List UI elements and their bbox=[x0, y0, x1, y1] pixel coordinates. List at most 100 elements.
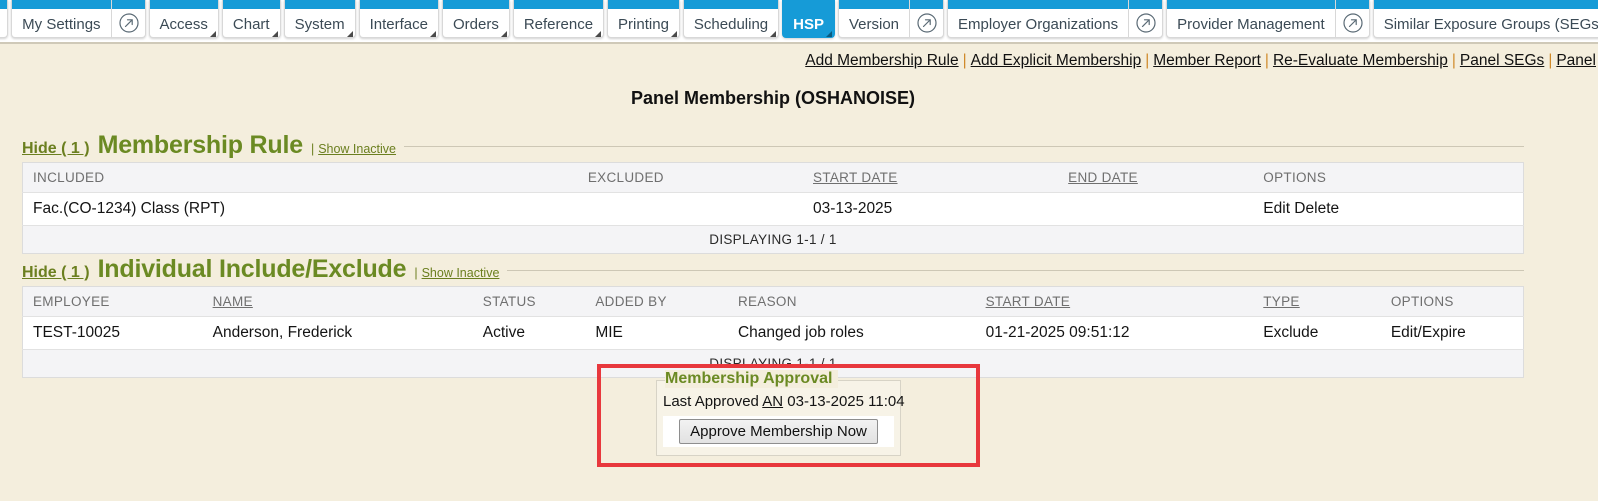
tab-label: Employer Organizations bbox=[958, 16, 1119, 33]
membership-rule-show-inactive-link[interactable]: Show Inactive bbox=[318, 142, 397, 156]
individual-title: Individual Include/Exclude bbox=[97, 255, 407, 283]
last-approved-row: Last Approved AN 03-13-2025 11:04 bbox=[657, 393, 905, 410]
individual-header: Hide ( 1 ) Individual Include/Exclude | S… bbox=[22, 255, 1524, 286]
column-header-start-date[interactable]: START DATE bbox=[975, 286, 1254, 317]
cell-excluded bbox=[577, 192, 804, 226]
membership-rule-title: Membership Rule bbox=[97, 131, 304, 159]
sort-link-start-date[interactable]: START DATE bbox=[813, 170, 898, 185]
sort-link-name[interactable]: NAME bbox=[212, 294, 253, 309]
tab-scheduling[interactable]: Scheduling bbox=[682, 0, 780, 38]
tab-label: Version bbox=[848, 16, 900, 33]
membership-rule-section: Hide ( 1 ) Membership Rule | Show Inactiv… bbox=[22, 131, 1524, 254]
link-separator: | bbox=[1145, 52, 1150, 69]
external-link-icon[interactable] bbox=[909, 0, 943, 38]
column-header-start-date[interactable]: START DATE bbox=[803, 162, 1059, 193]
table-row[interactable]: Fac.(CO-1234) Class (RPT) 03-13-2025 Edi… bbox=[22, 192, 1524, 226]
last-approved-label: Last Approved bbox=[663, 393, 759, 410]
header-rule-line bbox=[507, 270, 1524, 271]
tab-cap bbox=[359, 0, 438, 9]
chevron-down-icon bbox=[209, 31, 216, 37]
column-header-included: INCLUDED bbox=[22, 162, 578, 193]
membership-rule-subactions: | Show Inactive bbox=[311, 142, 396, 156]
sort-link-start-date[interactable]: START DATE bbox=[985, 294, 1071, 309]
tab-similar-exposure-groups-segs[interactable]: Similar Exposure Groups (SEGs) bbox=[1372, 0, 1598, 38]
tab-system[interactable]: System bbox=[283, 0, 356, 38]
tab-label: Scheduling bbox=[684, 0, 778, 38]
link-add-membership-rule[interactable]: Add Membership Rule bbox=[805, 52, 959, 69]
sort-link-type[interactable]: TYPE bbox=[1263, 294, 1300, 309]
cell-status: Active bbox=[472, 316, 586, 350]
cell-start-date: 01-21-2025 09:51:12 bbox=[975, 316, 1254, 350]
tab-version[interactable]: Version bbox=[837, 0, 945, 38]
main-tab-bar: My Settings Access Chart System Interface Ord… bbox=[0, 0, 1598, 44]
tab-access[interactable]: Access bbox=[148, 0, 219, 38]
tab-cap bbox=[0, 0, 8, 9]
tab-cap bbox=[948, 0, 1163, 9]
table-footer-row: DISPLAYING 1-1 / 1 bbox=[22, 349, 1524, 378]
last-approved-timestamp: 03-13-2025 11:04 bbox=[787, 393, 905, 410]
cell-reason: Changed job roles bbox=[727, 316, 976, 350]
tab-chart[interactable]: Chart bbox=[221, 0, 281, 38]
chevron-down-icon bbox=[595, 31, 602, 37]
tab-interface[interactable]: Interface bbox=[358, 0, 439, 38]
tab-cap bbox=[683, 0, 779, 9]
separator: | bbox=[414, 266, 418, 280]
table-header-row: INCLUDED EXCLUDED START DATE END DATE OPTION… bbox=[22, 162, 1524, 193]
membership-rule-table: INCLUDED EXCLUDED START DATE END DATE OPTION… bbox=[22, 162, 1524, 254]
approver-initials-link[interactable]: AN bbox=[762, 393, 784, 410]
membership-rule-hide-toggle[interactable]: Hide ( 1 ) bbox=[22, 140, 90, 157]
displaying-count: DISPLAYING 1-1 / 1 bbox=[22, 349, 1524, 378]
tab-cap bbox=[442, 0, 509, 9]
link-separator: | bbox=[1264, 52, 1269, 69]
tab-printing[interactable]: Printing bbox=[607, 0, 680, 38]
tab-hsp[interactable]: HSP bbox=[782, 0, 835, 38]
membership-rule-header: Hide ( 1 ) Membership Rule | Show Inactiv… bbox=[22, 131, 1524, 162]
individual-hide-toggle[interactable]: Hide ( 1 ) bbox=[22, 264, 90, 281]
tab-reference[interactable]: Reference bbox=[512, 0, 605, 38]
individual-show-inactive-link[interactable]: Show Inactive bbox=[421, 266, 500, 280]
link-re-evaluate-membership[interactable]: Re-Evaluate Membership bbox=[1272, 52, 1448, 69]
external-link-icon[interactable] bbox=[1128, 0, 1162, 38]
tab-overflow-left[interactable] bbox=[0, 0, 9, 38]
membership-approval-highlight: Membership Approval Last Approved AN 03-… bbox=[597, 364, 980, 467]
tab-label: Orders bbox=[443, 0, 509, 38]
approve-button-wrap: Approve Membership Now bbox=[663, 416, 894, 447]
approve-membership-now-button[interactable]: Approve Membership Now bbox=[679, 419, 878, 444]
tab-label bbox=[0, 0, 7, 38]
table-row[interactable]: TEST-10025 Anderson, Frederick Active MIE Ch… bbox=[22, 316, 1524, 350]
cell-type: Exclude bbox=[1253, 316, 1381, 350]
cell-options: Edit/Expire bbox=[1380, 316, 1524, 350]
sort-link-end-date[interactable]: END DATE bbox=[1068, 170, 1138, 185]
column-header-type[interactable]: TYPE bbox=[1253, 286, 1381, 317]
tab-label: System bbox=[285, 0, 355, 38]
tab-cap bbox=[608, 0, 679, 9]
chevron-down-icon bbox=[346, 31, 353, 37]
table-header-row: EMPLOYEE NAME STATUS ADDED BY REASON START DA… bbox=[22, 286, 1524, 317]
link-panel-segs[interactable]: Panel SEGs bbox=[1459, 52, 1545, 69]
column-header-end-date[interactable]: END DATE bbox=[1058, 162, 1254, 193]
link-member-report[interactable]: Member Report bbox=[1153, 52, 1261, 69]
tab-cap bbox=[12, 0, 145, 9]
chevron-down-icon bbox=[429, 31, 436, 37]
chevron-down-icon bbox=[500, 31, 507, 37]
tab-employer-organizations[interactable]: Employer Organizations bbox=[947, 0, 1164, 38]
displaying-count: DISPLAYING 1-1 / 1 bbox=[22, 225, 1524, 254]
external-link-icon[interactable] bbox=[1334, 0, 1369, 38]
tab-orders[interactable]: Orders bbox=[441, 0, 510, 38]
link-separator: | bbox=[1451, 52, 1456, 69]
tab-provider-management[interactable]: Provider Management bbox=[1166, 0, 1370, 38]
membership-approval-legend: Membership Approval bbox=[665, 370, 839, 388]
tab-label: Reference bbox=[514, 0, 603, 38]
column-header-excluded: EXCLUDED bbox=[577, 162, 804, 193]
external-link-icon[interactable] bbox=[110, 0, 145, 38]
chevron-down-icon bbox=[271, 31, 278, 37]
page-action-links: Add Membership Rule | Add Explicit Members… bbox=[0, 52, 1598, 70]
cell-end-date bbox=[1058, 192, 1254, 226]
cell-employee: TEST-10025 bbox=[22, 316, 203, 350]
link-panel[interactable]: Panel bbox=[1556, 52, 1596, 69]
tab-my-settings[interactable]: My Settings bbox=[11, 0, 146, 38]
link-add-explicit-membership[interactable]: Add Explicit Membership bbox=[970, 52, 1142, 69]
tab-label: Interface bbox=[360, 0, 438, 38]
link-separator: | bbox=[1548, 52, 1553, 69]
column-header-name[interactable]: NAME bbox=[202, 286, 473, 317]
